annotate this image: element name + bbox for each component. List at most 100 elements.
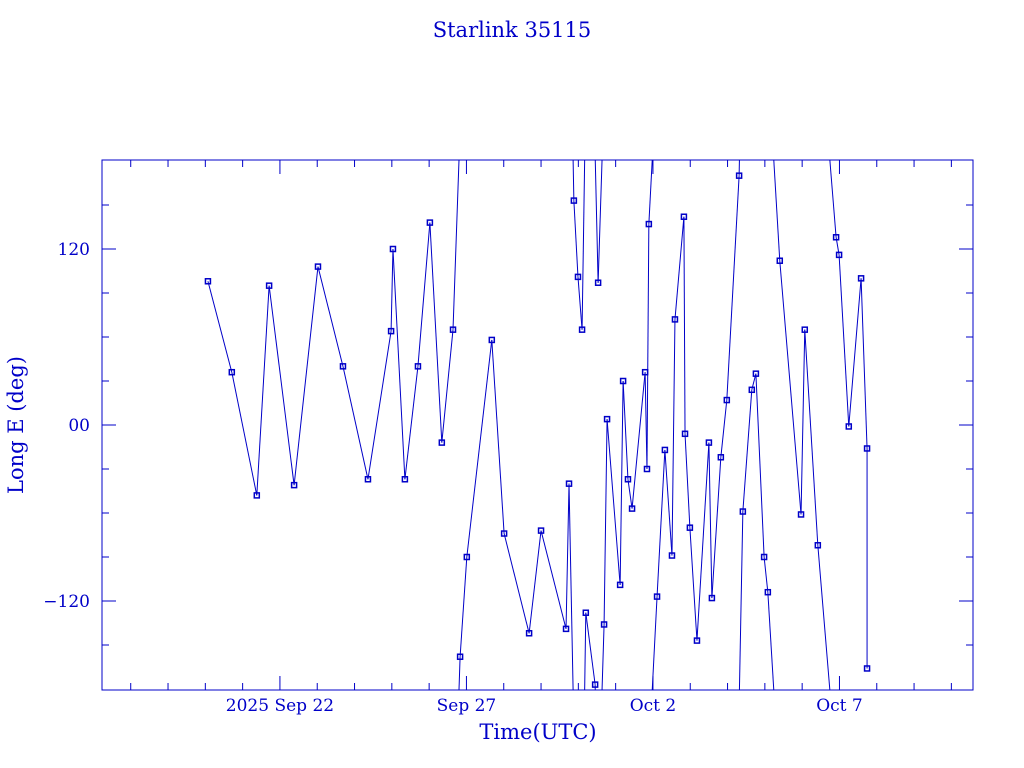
series-segment — [441, 329, 454, 443]
data-point — [624, 476, 632, 483]
data-point — [570, 197, 578, 204]
data-point — [776, 257, 784, 264]
series-segment — [619, 380, 624, 585]
data-point — [863, 445, 871, 452]
series-segment — [390, 248, 394, 332]
series-segment — [767, 592, 775, 691]
series-segment — [711, 457, 722, 599]
data-point — [681, 430, 689, 438]
series-segment — [429, 222, 443, 443]
data-point — [594, 279, 602, 286]
data-point — [228, 368, 236, 376]
data-point — [686, 524, 694, 531]
series-segment — [577, 276, 583, 330]
data-point — [463, 553, 471, 561]
data-point — [574, 273, 582, 281]
x-tick-label: Oct 7 — [816, 696, 863, 716]
y-tick-label: 120 — [58, 240, 90, 260]
data-point — [645, 220, 653, 228]
series-segment — [848, 278, 862, 427]
series-segment — [573, 200, 579, 277]
data-point — [680, 213, 688, 220]
series-segment — [838, 254, 850, 427]
data-point — [671, 316, 679, 323]
data-point — [705, 439, 713, 446]
series-segment — [256, 285, 270, 496]
data-point — [265, 282, 273, 289]
series-segment — [817, 545, 831, 691]
series-segment — [459, 556, 468, 657]
series-segment — [317, 266, 344, 367]
data-point — [801, 326, 809, 333]
y-tick-label: −120 — [43, 592, 90, 612]
data-point — [845, 423, 853, 430]
data-point — [414, 363, 422, 370]
series-segment — [568, 483, 574, 691]
series-segment — [231, 372, 258, 496]
data-point — [653, 593, 661, 600]
series-segment — [742, 389, 753, 512]
y-axis-label: Long E (deg) — [4, 356, 28, 494]
series-segment — [603, 419, 608, 625]
series-segment — [622, 380, 629, 480]
data-point — [525, 630, 533, 637]
data-point — [387, 327, 395, 335]
series-segment — [689, 527, 698, 641]
series-segment — [683, 216, 686, 434]
series-segment — [720, 400, 728, 458]
data-point — [835, 251, 843, 259]
data-point — [693, 637, 701, 644]
series-segment — [342, 366, 369, 480]
data-point — [253, 492, 261, 499]
y-tick-label: 00 — [68, 416, 90, 436]
series-segment — [585, 612, 596, 685]
data-point — [562, 625, 570, 633]
series-segment — [627, 479, 633, 509]
data-point — [735, 172, 743, 179]
data-point — [456, 653, 464, 660]
data-point — [449, 326, 457, 333]
data-point — [643, 465, 651, 473]
data-point — [488, 336, 496, 344]
series-segment — [293, 266, 319, 486]
chart-title: Starlink 35115 — [433, 18, 592, 42]
series-segment — [779, 260, 802, 515]
data-point — [600, 621, 608, 628]
series-segment — [528, 530, 542, 634]
data-point — [661, 446, 669, 454]
data-point — [668, 552, 676, 559]
series-segment — [860, 278, 868, 449]
data-point — [857, 275, 865, 282]
data-point — [578, 326, 586, 333]
series-segment — [631, 372, 646, 509]
series-segment — [268, 285, 295, 486]
data-point — [582, 609, 590, 616]
data-point — [619, 377, 627, 385]
series-segment — [417, 222, 431, 367]
series-segment — [829, 159, 837, 238]
data-point — [565, 480, 573, 487]
series-segment — [738, 511, 744, 691]
series-segment — [597, 159, 603, 283]
series-segment — [755, 373, 765, 558]
x-tick-label: 2025 Sep 22 — [226, 696, 334, 716]
series-segment — [684, 433, 691, 528]
series-segment — [565, 483, 570, 629]
data-point — [339, 363, 347, 370]
data-point — [389, 245, 397, 253]
series-segment — [674, 216, 685, 320]
data-point — [616, 581, 624, 589]
series-segment — [696, 442, 710, 641]
data-point — [832, 234, 840, 241]
series-segment — [646, 224, 650, 470]
x-tick-label: Sep 27 — [437, 696, 497, 716]
series-segment — [804, 329, 819, 546]
series-segment — [594, 159, 599, 283]
x-tick-label: Oct 2 — [630, 696, 677, 716]
data-point — [760, 553, 768, 561]
series-segment — [763, 556, 769, 593]
series-segment — [656, 449, 666, 597]
series-segment — [466, 339, 493, 558]
series-segment — [726, 175, 740, 401]
